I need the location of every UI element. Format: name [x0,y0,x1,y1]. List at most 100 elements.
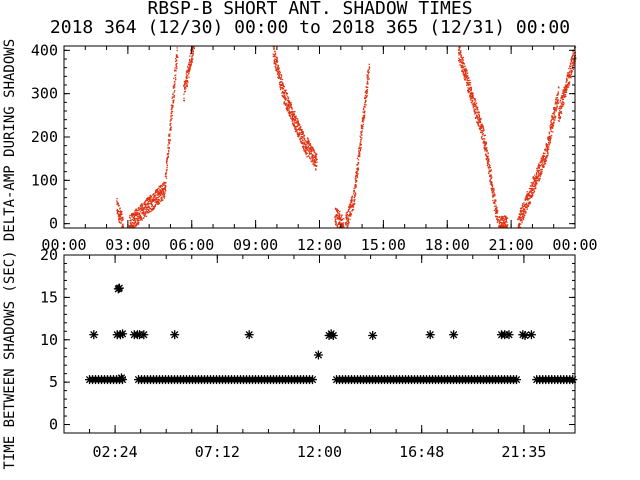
data-point [361,125,364,127]
data-point [304,146,306,148]
data-point [166,168,168,170]
data-point [545,157,548,159]
data-point [368,331,378,340]
data-point [529,195,531,197]
data-point [174,83,176,85]
data-point [312,146,314,149]
data-point [354,185,356,188]
data-point [527,197,529,200]
data-point [564,96,566,98]
data-point [555,99,557,101]
data-point [313,154,315,156]
data-point [540,171,542,173]
data-point [472,97,475,99]
data-point [334,218,337,220]
data-point [479,121,482,123]
data-point [175,74,177,76]
data-point [529,201,531,203]
data-point [187,69,190,71]
data-point [548,139,550,141]
data-point [491,182,493,184]
data-point [566,87,568,89]
data-point [544,149,546,151]
data-point [561,96,564,99]
data-point [465,81,468,84]
data-point [490,183,492,185]
data-point [311,159,314,161]
data-point [171,110,174,113]
data-point [538,163,540,165]
data-point [305,150,307,152]
data-point [357,155,359,158]
data-point [189,58,191,61]
data-point [189,67,191,69]
data-point [338,226,340,228]
data-point [187,81,189,83]
data-point [118,221,120,223]
data-point [351,206,353,208]
data-point [160,197,162,200]
data-point [131,218,133,221]
data-point [291,116,293,118]
data-point [521,217,523,219]
data-point [480,130,483,132]
data-point [157,190,160,192]
data-point [368,63,370,65]
data-point [307,146,309,148]
data-point [474,98,476,100]
data-point [151,204,153,206]
data-point [531,183,533,185]
data-point [465,76,467,79]
data-point [500,219,502,221]
data-point [157,200,159,203]
data-point [134,221,136,224]
data-point [339,221,341,223]
data-point [360,127,363,129]
data-point [486,147,488,149]
data-point [175,64,177,66]
data-point [121,220,123,222]
data-point [358,162,360,164]
data-point [524,198,526,200]
data-point [150,201,152,203]
data-point [362,121,364,123]
data-point [533,188,535,191]
data-point [117,213,119,215]
data-point [351,204,354,207]
x-tick-label: 15:00 [361,236,406,254]
data-point [280,87,283,89]
data-point [274,60,276,63]
data-point [527,205,530,207]
data-point [138,223,140,225]
data-point [169,133,171,135]
data-point [549,139,551,141]
data-point [555,115,557,117]
data-point [481,135,483,138]
data-point [542,155,544,157]
data-point [362,126,364,128]
data-point [496,218,498,220]
data-point [193,47,195,50]
data-point [303,148,305,150]
data-point [339,222,341,224]
data-point [310,144,312,146]
data-point [168,141,170,143]
data-point [294,118,297,120]
data-point [303,146,305,148]
data-point [466,70,468,72]
data-point [338,222,340,224]
data-point [356,157,359,160]
data-point [487,163,489,165]
data-point [118,221,121,224]
data-point [176,54,178,56]
data-point [480,125,483,128]
data-point [176,49,178,52]
data-point [131,215,133,217]
data-point [166,157,168,159]
data-point [522,213,524,215]
data-point [290,112,292,114]
data-point [297,118,299,120]
data-point [173,91,175,93]
data-point [550,130,552,132]
data-point [529,190,531,192]
